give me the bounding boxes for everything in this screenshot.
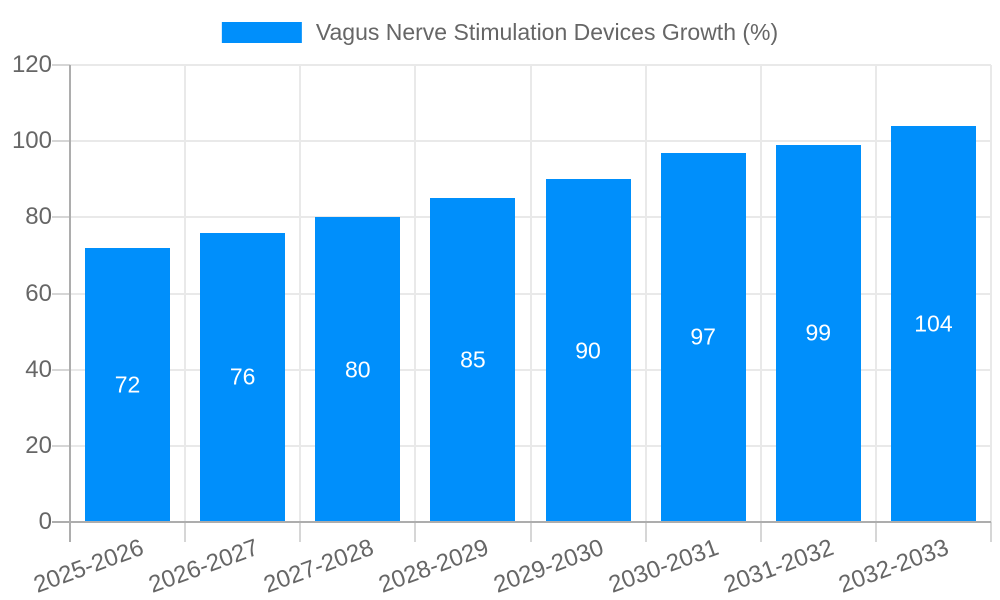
- bar-value-label: 99: [805, 319, 832, 346]
- y-axis-tick: [52, 444, 70, 447]
- y-axis-label: 0: [38, 508, 52, 535]
- v-gridline: [759, 65, 762, 522]
- y-axis-tick: [52, 292, 70, 295]
- y-axis-tick: [52, 368, 70, 371]
- y-axis-tick: [52, 64, 70, 66]
- v-gridline: [874, 65, 877, 522]
- bar-2025-2026[interactable]: 72: [85, 247, 171, 522]
- y-axis-label: 60: [25, 279, 52, 307]
- x-axis-tick: [299, 522, 302, 542]
- legend-swatch: [221, 22, 302, 43]
- bar-value-label: 85: [460, 346, 486, 373]
- bar-2027-2028[interactable]: 80: [315, 217, 401, 522]
- y-axis-label: 20: [25, 431, 52, 459]
- x-axis-tick: [184, 522, 187, 542]
- x-axis-tick: [644, 522, 647, 542]
- v-gridline: [529, 65, 532, 522]
- bar-2031-2032[interactable]: 99: [775, 144, 861, 522]
- bar-value-label: 104: [914, 310, 953, 337]
- bar-2026-2027[interactable]: 76: [200, 232, 286, 522]
- x-axis-line: [52, 521, 991, 523]
- bar-value-label: 76: [229, 363, 256, 390]
- legend-label: Vagus Nerve Stimulation Devices Growth (…: [315, 19, 779, 45]
- bar-value-label: 72: [114, 371, 141, 398]
- x-axis-tick: [414, 522, 417, 542]
- bar-value-label: 97: [690, 323, 716, 350]
- bar-value-label: 90: [575, 337, 601, 364]
- v-gridline: [299, 65, 302, 522]
- x-axis-tick: [874, 522, 877, 542]
- bar-2030-2031[interactable]: 97: [660, 152, 746, 522]
- bar-value-label: 80: [345, 356, 371, 383]
- y-axis-label: 40: [25, 355, 52, 383]
- y-axis-line: [69, 65, 71, 542]
- y-axis-label: 100: [11, 127, 52, 155]
- v-gridline: [184, 65, 187, 522]
- bar-2029-2030[interactable]: 90: [545, 179, 631, 522]
- v-gridline: [414, 65, 417, 522]
- v-gridline: [990, 65, 992, 522]
- v-gridline: [644, 65, 647, 522]
- x-axis-tick: [759, 522, 762, 542]
- y-axis-tick: [52, 140, 70, 143]
- bar-2032-2033[interactable]: 104: [890, 125, 976, 522]
- y-axis-label: 120: [11, 51, 52, 78]
- x-axis-tick: [990, 522, 992, 542]
- chart-legend[interactable]: Vagus Nerve Stimulation Devices Growth (…: [221, 19, 779, 46]
- x-axis-tick: [529, 522, 532, 542]
- y-axis-label: 80: [25, 203, 52, 231]
- y-axis-tick: [52, 216, 70, 219]
- bar-2028-2029[interactable]: 85: [430, 198, 516, 522]
